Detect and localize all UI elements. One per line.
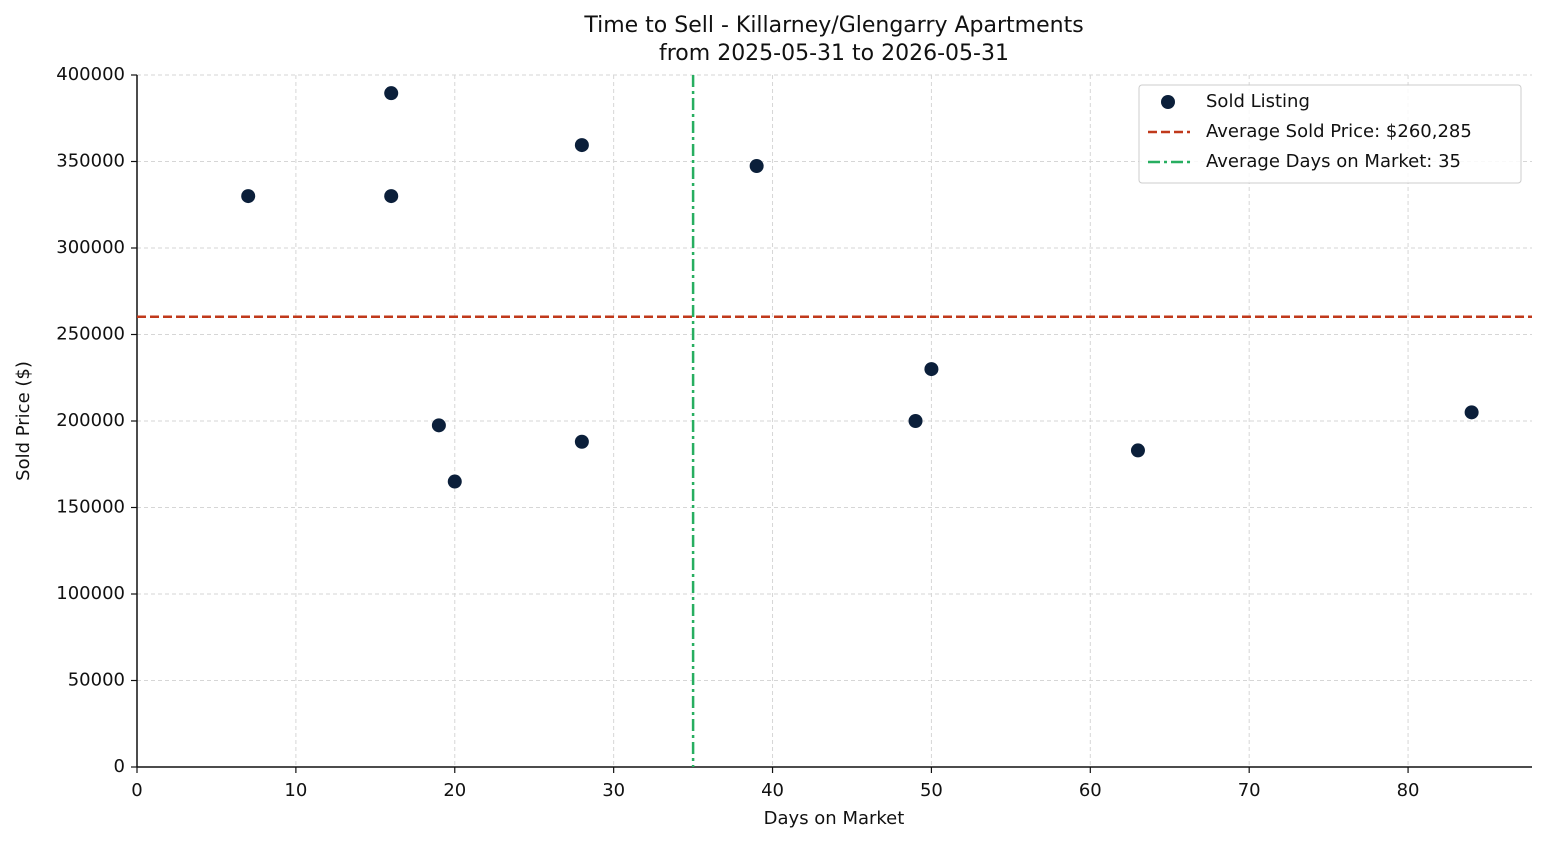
y-tick-label: 0 — [114, 756, 125, 777]
x-tick-label: 40 — [761, 780, 784, 801]
legend-label: Sold Listing — [1206, 91, 1310, 112]
scatter-point — [908, 414, 923, 428]
y-tick-label: 50000 — [68, 670, 125, 691]
x-tick-label: 0 — [131, 780, 142, 801]
x-tick-label: 20 — [443, 780, 466, 801]
scatter-point — [1464, 405, 1479, 420]
y-tick-label: 150000 — [56, 497, 125, 518]
scatter-point — [384, 86, 399, 101]
y-tick-label: 200000 — [56, 410, 125, 431]
x-tick-label: 10 — [284, 780, 307, 801]
scatter-point — [924, 362, 939, 377]
y-axis-label: Sold Price ($) — [13, 361, 34, 481]
x-tick-label: 80 — [1397, 780, 1420, 801]
chart-title: Time to Sell - Killarney/Glengarry Apart… — [583, 13, 1083, 38]
legend-label: Average Sold Price: $260,285 — [1206, 121, 1472, 142]
legend-label: Average Days on Market: 35 — [1206, 151, 1461, 172]
scatter-point — [447, 474, 462, 489]
chart-subtitle: from 2025-05-31 to 2026-05-31 — [659, 41, 1009, 66]
scatter-point — [241, 189, 256, 204]
scatter-point — [431, 418, 446, 433]
y-tick-label: 250000 — [56, 324, 125, 345]
y-tick-label: 350000 — [56, 151, 125, 172]
scatter-point — [1130, 443, 1145, 458]
x-tick-label: 30 — [602, 780, 625, 801]
x-tick-label: 50 — [920, 780, 943, 801]
legend-marker — [1161, 95, 1175, 109]
x-tick-label: 60 — [1079, 780, 1102, 801]
scatter-point — [384, 189, 399, 204]
scatter-point — [749, 158, 764, 173]
y-tick-label: 100000 — [56, 583, 125, 604]
scatter-point — [574, 434, 589, 449]
x-tick-label: 70 — [1238, 780, 1261, 801]
scatter-point — [574, 138, 589, 153]
y-tick-label: 300000 — [56, 237, 125, 258]
y-tick-label: 400000 — [56, 64, 125, 85]
x-axis-label: Days on Market — [764, 808, 905, 829]
legend-box — [1138, 84, 1522, 184]
